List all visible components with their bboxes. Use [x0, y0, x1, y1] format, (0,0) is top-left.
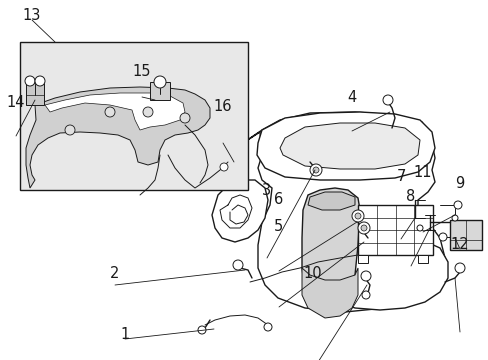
Text: 16: 16: [213, 99, 231, 114]
Text: 14: 14: [6, 95, 25, 110]
Circle shape: [35, 76, 45, 86]
Polygon shape: [220, 112, 444, 312]
Bar: [417, 255, 427, 263]
Circle shape: [264, 323, 271, 331]
Polygon shape: [331, 238, 447, 310]
Text: 4: 4: [347, 90, 356, 105]
Text: 6: 6: [274, 192, 283, 207]
Circle shape: [220, 163, 227, 171]
Circle shape: [309, 164, 321, 176]
Circle shape: [354, 213, 360, 219]
Bar: [357, 255, 367, 263]
Text: 2: 2: [110, 266, 120, 281]
Text: 5: 5: [274, 219, 283, 234]
Polygon shape: [212, 180, 267, 242]
Text: 12: 12: [449, 237, 468, 252]
Circle shape: [180, 113, 190, 123]
Circle shape: [357, 222, 369, 234]
Circle shape: [382, 95, 392, 105]
Text: 9: 9: [454, 176, 463, 191]
Bar: [26, 83, 44, 105]
Polygon shape: [45, 93, 184, 130]
Bar: [20, 42, 247, 190]
Circle shape: [416, 225, 422, 231]
Text: 10: 10: [303, 266, 322, 281]
Polygon shape: [307, 192, 354, 210]
Text: 3: 3: [262, 183, 270, 198]
Circle shape: [198, 326, 205, 334]
Circle shape: [360, 225, 366, 231]
Circle shape: [438, 233, 446, 241]
Circle shape: [312, 167, 318, 173]
Bar: [357, 205, 432, 255]
Circle shape: [351, 210, 363, 222]
Polygon shape: [280, 123, 419, 169]
Circle shape: [454, 263, 464, 273]
Circle shape: [65, 125, 75, 135]
Polygon shape: [302, 188, 359, 312]
Circle shape: [453, 201, 461, 209]
Circle shape: [25, 76, 35, 86]
Bar: [150, 82, 170, 100]
Text: 1: 1: [120, 327, 129, 342]
Bar: [449, 220, 481, 250]
Text: 13: 13: [22, 8, 41, 23]
Polygon shape: [257, 112, 434, 180]
Circle shape: [361, 291, 369, 299]
Text: 11: 11: [413, 165, 431, 180]
Polygon shape: [302, 268, 357, 318]
Circle shape: [105, 107, 115, 117]
Circle shape: [451, 215, 457, 221]
Circle shape: [232, 260, 243, 270]
Circle shape: [360, 271, 370, 281]
Text: 7: 7: [395, 169, 405, 184]
Circle shape: [154, 76, 165, 88]
Text: 15: 15: [132, 64, 151, 80]
Polygon shape: [26, 87, 209, 188]
Text: 8: 8: [406, 189, 414, 204]
Circle shape: [142, 107, 153, 117]
